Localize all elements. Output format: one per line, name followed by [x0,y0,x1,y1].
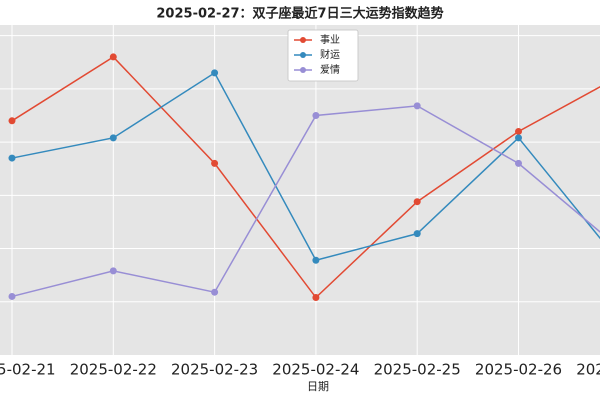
x-tick-label: 2025-02-25 [374,361,461,379]
data-point [8,292,16,300]
data-point [413,230,421,238]
data-point [515,127,522,135]
data-point [8,117,16,125]
x-tick-label: 2025-02-21 [0,361,56,379]
data-point [109,267,117,275]
data-point [312,111,320,119]
data-point [109,134,117,142]
x-tick-label: 2025-02-22 [70,361,157,379]
data-point [312,256,320,264]
legend-label: 爱情 [320,63,340,76]
data-point [413,102,421,110]
data-point [312,294,320,302]
data-point [8,154,16,162]
legend-marker [300,37,306,43]
data-point [211,288,219,296]
x-tick-label: 2025-02-26 [475,361,562,379]
data-point [515,134,522,142]
x-tick-label: 2025-02-23 [171,361,258,379]
legend-label: 财运 [320,48,340,61]
data-point [515,159,522,167]
x-axis-label: 日期 [307,380,329,393]
data-point [109,53,117,61]
x-tick-label: 2025-02-24 [272,361,359,379]
legend-box [287,29,359,82]
chart-title: 2025-02-27：双子座最近7日三大运势指数趋势 [156,6,443,22]
x-tick-label: 2025-02-27 [576,361,600,379]
data-point [211,159,219,167]
data-point [413,198,421,206]
legend-label: 事业 [320,33,340,46]
legend-marker [300,67,306,73]
data-point [211,69,219,77]
legend-marker [300,52,306,58]
